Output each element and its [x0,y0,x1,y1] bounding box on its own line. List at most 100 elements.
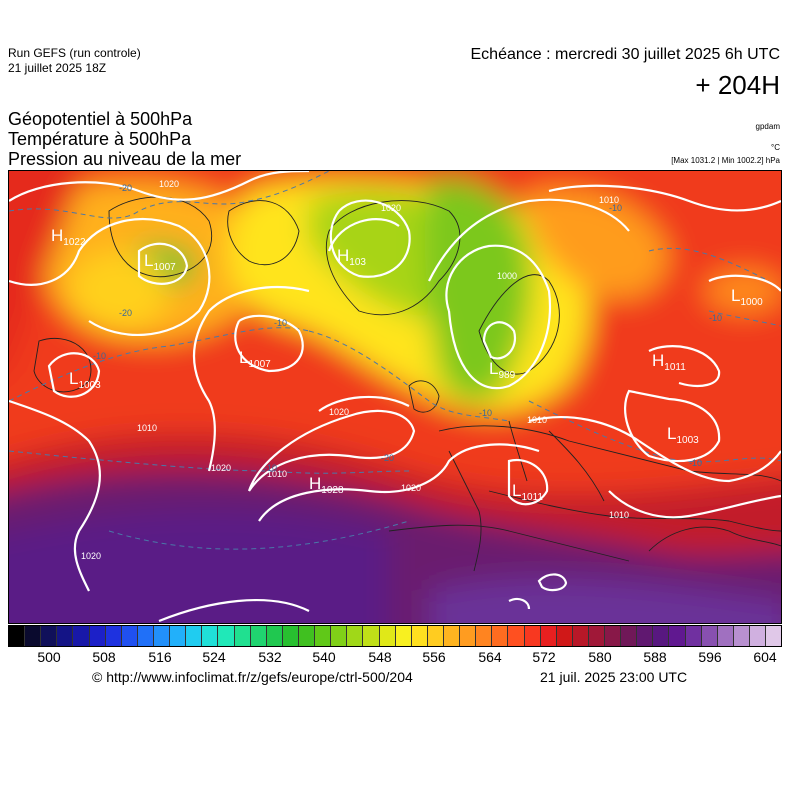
colorbar-tick-label: 516 [148,649,172,665]
temperature-isotherms [9,171,781,550]
colorbar-swatch [443,626,461,646]
colorbar-swatch [476,626,493,646]
colorbar-swatch [121,626,138,646]
colorbar-swatch [25,626,42,646]
run-date: 21 juillet 2025 18Z [8,61,107,75]
colorbar-swatch [556,626,573,646]
map-title-geopotential: Géopotentiel à 500hPa [8,109,193,129]
colorbar-tick-label: 548 [368,649,392,665]
colorbar-swatch [282,626,299,646]
pressure-center-low: L1007 [144,251,176,273]
colorbar-swatch [331,626,348,646]
colorbar-swatch [137,626,154,646]
isobar-label: 1000 [497,271,517,281]
colorbar-swatch [363,626,380,646]
isotherm-value-labels: -20 -20 -10 -10 -20 -10 -10 -10 -10 -10 [93,183,722,473]
forecast-offset: + 204H [695,70,780,100]
pressure-center-labels: H1022 L1007 H103 L1007 L1003 H1028 L989 L1000 H1… [51,226,763,503]
colorbar-swatch [234,626,251,646]
colorbar-swatch [733,626,751,646]
isobar-label: 1010 [137,423,157,433]
colorbar-tick-label: 508 [92,649,116,665]
geopotential-color-field [9,171,781,623]
colorbar-swatch [669,626,686,646]
pressure-max-min: [Max 1031.2 | Min 1002.2] hPa [671,156,780,165]
colorbar-swatch [395,626,412,646]
isotherm-label: -10 [93,351,106,361]
colorbar-swatch [460,626,477,646]
isobar-value-labels: 1020 1020 1010 1020 1020 1000 1010 1020 1010 1010… [81,179,629,561]
colorbar-swatch [427,626,444,646]
isobar-label: 1010 [609,510,629,520]
colorbar-swatch [153,626,171,646]
colorbar-swatch [701,626,718,646]
colorbar-swatch [250,626,267,646]
coastlines [33,196,781,572]
colorbar-tick-label: 596 [698,649,722,665]
isotherm-label: -10 [264,463,277,473]
colorbar-swatch [750,626,767,646]
isobar-label: 1020 [401,483,421,493]
isotherm-label: -10 [689,458,702,468]
run-title: Run GEFS (run controle) [8,46,141,60]
colorbar-swatch [653,626,670,646]
colorbar-swatch [202,626,219,646]
isobar-label: 1020 [159,179,179,189]
pressure-center-low: L1003 [667,424,699,446]
colorbar-tick-label: 556 [422,649,446,665]
pressure-center-low: L1011 [512,481,543,503]
colorbar-swatch [540,626,557,646]
colorbar-tick-label: 524 [202,649,226,665]
unit-geopotential: gpdam [755,122,780,131]
isotherm-label: -10 [709,313,722,323]
isotherm-label: -10 [479,408,492,418]
colorbar-swatch [73,626,90,646]
isobar-label: 1010 [599,195,619,205]
credit-url: © http://www.infoclimat.fr/z/gefs/europe… [92,669,413,685]
pressure-center-high: H1022 [51,226,86,248]
isobar-label: 1020 [211,463,231,473]
isobar-label: 1020 [329,407,349,417]
generated-time: 21 juil. 2025 23:00 UTC [540,669,688,685]
colorbar-swatch [57,626,74,646]
colorbar-swatch [605,626,622,646]
colorbar-swatch [266,626,283,646]
pressure-center-high: H1028 [309,474,344,496]
colorbar-swatch [9,626,26,646]
isotherm-label: -10 [609,203,622,213]
colorbar-swatch [298,626,316,646]
colorbar-tick-label: 564 [478,649,502,665]
colorbar-swatch [717,626,734,646]
colorbar-swatch [218,626,235,646]
colorbar-tick-label: 604 [753,649,777,665]
isobar-label: 1020 [81,551,101,561]
colorbar-swatch [508,626,525,646]
colorbar [8,625,782,647]
isobar-label: 1010 [527,415,547,425]
colorbar-swatch [315,626,332,646]
colorbar-swatch [105,626,122,646]
pressure-center-high: H1011 [652,351,686,373]
colorbar-swatch [524,626,541,646]
colorbar-tick-label: 580 [588,649,612,665]
colorbar-swatch [170,626,187,646]
colorbar-swatch [89,626,106,646]
colorbar-tick-label: 540 [312,649,336,665]
isotherm-label: -20 [119,183,132,193]
colorbar-swatch [685,626,702,646]
colorbar-tick-label: 588 [643,649,667,665]
colorbar-swatch [572,626,589,646]
pressure-center-low: L1003 [69,369,101,391]
isotherm-label: -20 [119,308,132,318]
colorbar-swatch [186,626,203,646]
isobar-label: 1020 [381,203,401,213]
pressure-center-low: L1007 [239,348,271,370]
colorbar-tick-label: 532 [258,649,282,665]
colorbar-swatch [347,626,364,646]
colorbar-swatch [41,626,58,646]
map-title-temperature: Température à 500hPa [8,129,192,149]
isobars [9,171,781,623]
colorbar-tick-label: 500 [37,649,61,665]
isobar-label: 1010 [267,469,287,479]
colorbar-swatch [621,626,638,646]
